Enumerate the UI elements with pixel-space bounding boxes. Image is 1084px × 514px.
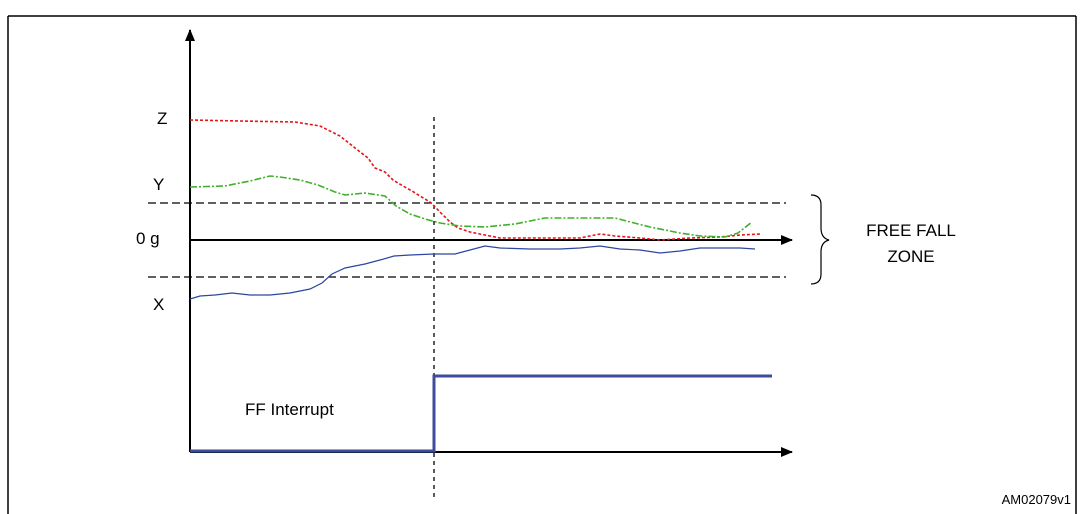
y-axis-label: Y	[153, 175, 164, 194]
y-signal-line	[189, 175, 753, 238]
x-signal-line	[189, 245, 756, 300]
zero-g-label: 0 g	[136, 229, 160, 248]
z-axis-label: Z	[157, 109, 167, 128]
ff-interrupt-label: FF Interrupt	[245, 400, 334, 419]
figure-reference-code: AM02079v1	[1002, 492, 1071, 507]
free-fall-zone-brace	[810, 194, 830, 285]
x-axis-label: X	[153, 295, 164, 314]
free-fall-zone-label-line1: FREE FALL	[866, 221, 956, 240]
z-signal-line	[189, 119, 761, 241]
free-fall-zone-label-line2: ZONE	[887, 247, 934, 266]
ff-interrupt-signal	[190, 374, 772, 453]
